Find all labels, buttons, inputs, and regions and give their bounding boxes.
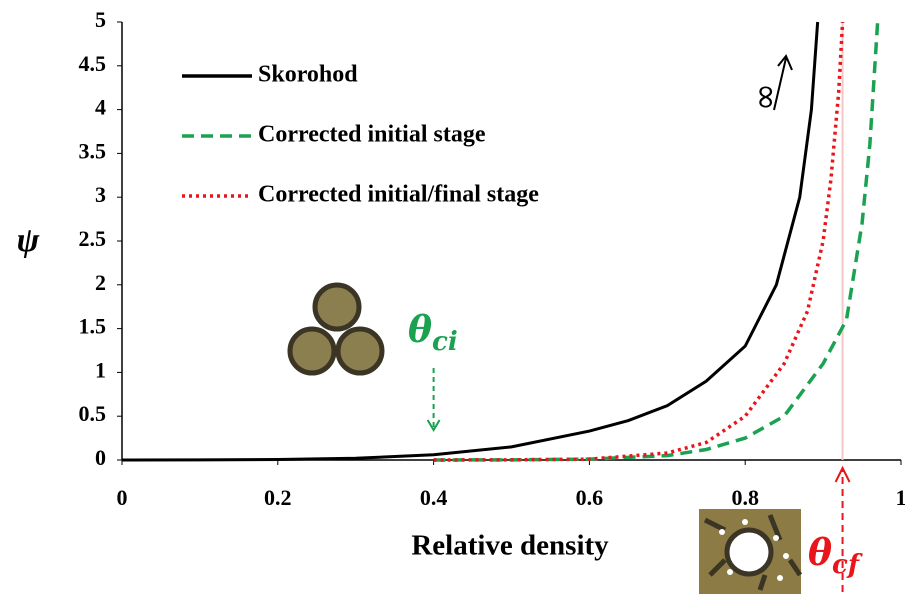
y-tick-label: 4.5: [79, 51, 107, 76]
x-tick-label: 0.4: [420, 485, 448, 510]
x-tick-label: 0.6: [576, 485, 604, 510]
x-tick-label: 0.8: [731, 485, 759, 510]
theta-subscript: ci: [432, 327, 458, 357]
theta-subscript: cf: [832, 550, 863, 580]
y-axis-label: ψ: [17, 222, 40, 259]
series-line: [121, 21, 820, 462]
y-tick-label: 5: [95, 7, 106, 32]
y-tick-label: 3: [95, 182, 106, 207]
theta-label: θci: [408, 309, 458, 357]
ci-arrow-head: [426, 419, 441, 432]
theta-symbol: θ: [808, 532, 832, 574]
x-tick-label: 0.2: [264, 485, 292, 510]
y-tick-label: 1.5: [79, 314, 107, 339]
legend-label: Skorohod: [258, 62, 358, 88]
series-line: [433, 21, 880, 462]
pore-icon: [699, 509, 803, 594]
legend-label: Corrected initial stage: [258, 122, 486, 148]
y-tick-label: 4: [95, 95, 106, 120]
y-tick-label: 1: [95, 357, 106, 382]
x-axis-label: Relative density: [411, 530, 609, 562]
y-tick-label: 0.5: [79, 401, 107, 426]
infinity-arrow: [773, 54, 793, 111]
y-tick-label: 0: [95, 445, 106, 470]
y-tick-label: 2: [95, 270, 106, 295]
cf-arrow-head: [834, 465, 851, 483]
y-tick-label: 2.5: [79, 226, 107, 251]
infinity-label: ∞: [747, 83, 787, 111]
theta-label: θcf: [808, 532, 863, 580]
theta-symbol: θ: [408, 309, 432, 351]
y-tick-label: 3.5: [79, 138, 107, 163]
particle-icon: [287, 282, 385, 376]
x-tick-label: 0: [117, 485, 128, 510]
legend-label: Corrected initial/final stage: [258, 182, 539, 208]
x-tick-label: 1: [896, 485, 905, 510]
series-line: [433, 21, 845, 462]
